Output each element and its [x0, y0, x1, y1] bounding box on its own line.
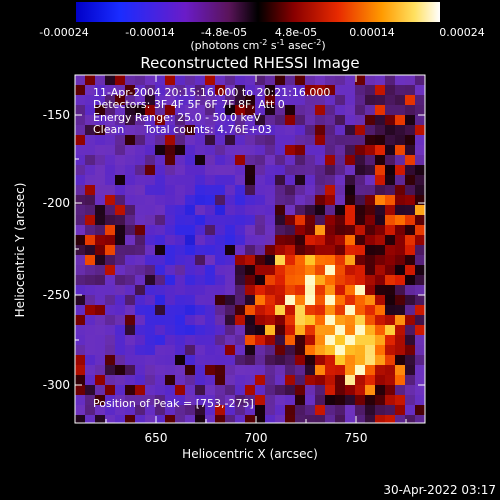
- y-tick-label: -200: [43, 196, 70, 210]
- clean-method: Clean: [93, 123, 124, 136]
- colorbar-tick-label: 0.00014: [349, 26, 395, 39]
- detectors: Detectors: 3F 4F 5F 6F 7F 8F, Att 0: [93, 98, 285, 111]
- plot-title: Reconstructed RHESSI Image: [140, 54, 359, 72]
- x-axis: 650 700 750 Heliocentric X (arcsec): [105, 75, 407, 461]
- x-tick-label: 750: [345, 431, 368, 445]
- total-counts: Total counts: 4.76E+03: [143, 123, 272, 136]
- peak-position: Position of Peak = [753,-275]: [93, 397, 254, 410]
- footer-date: 30-Apr-2022 03:17: [383, 483, 496, 497]
- colorbar-tick-label: -0.00014: [125, 26, 174, 39]
- y-axis: -150 -200 -250 -300 Heliocentric Y (arcs…: [13, 108, 425, 392]
- x-axis-label: Heliocentric X (arcsec): [182, 447, 318, 461]
- y-tick-label: -250: [43, 288, 70, 302]
- energy-range: Energy Range: 25.0 - 50.0 keV: [93, 111, 261, 124]
- x-tick-label: 700: [245, 431, 268, 445]
- colorbar-tick-label: 0.00024: [439, 26, 485, 39]
- colorbar-tick-label: 4.8e-05: [275, 26, 317, 39]
- y-tick-label: -150: [43, 108, 70, 122]
- colorbar-units: (photons cm-2 s-1 asec-2): [190, 38, 325, 52]
- time-range: 11-Apr-2004 20:15:16.000 to 20:21:16.000: [93, 86, 330, 99]
- y-tick-label: -300: [43, 378, 70, 392]
- info-overlay: 11-Apr-2004 20:15:16.000 to 20:21:16.000…: [93, 86, 330, 136]
- colorbar-tick-label: -4.8e-05: [201, 26, 247, 39]
- x-tick-label: 650: [145, 431, 168, 445]
- colorbar: -0.00024 -0.00014 -4.8e-05 4.8e-05 0.000…: [39, 2, 485, 52]
- colorbar-ticks: -0.00024 -0.00014 -4.8e-05 4.8e-05 0.000…: [39, 26, 484, 39]
- colorbar-gradient: [76, 2, 440, 22]
- rhessi-image: [75, 75, 425, 423]
- colorbar-tick-label: -0.00024: [39, 26, 88, 39]
- y-axis-label: Heliocentric Y (arcsec): [13, 183, 27, 318]
